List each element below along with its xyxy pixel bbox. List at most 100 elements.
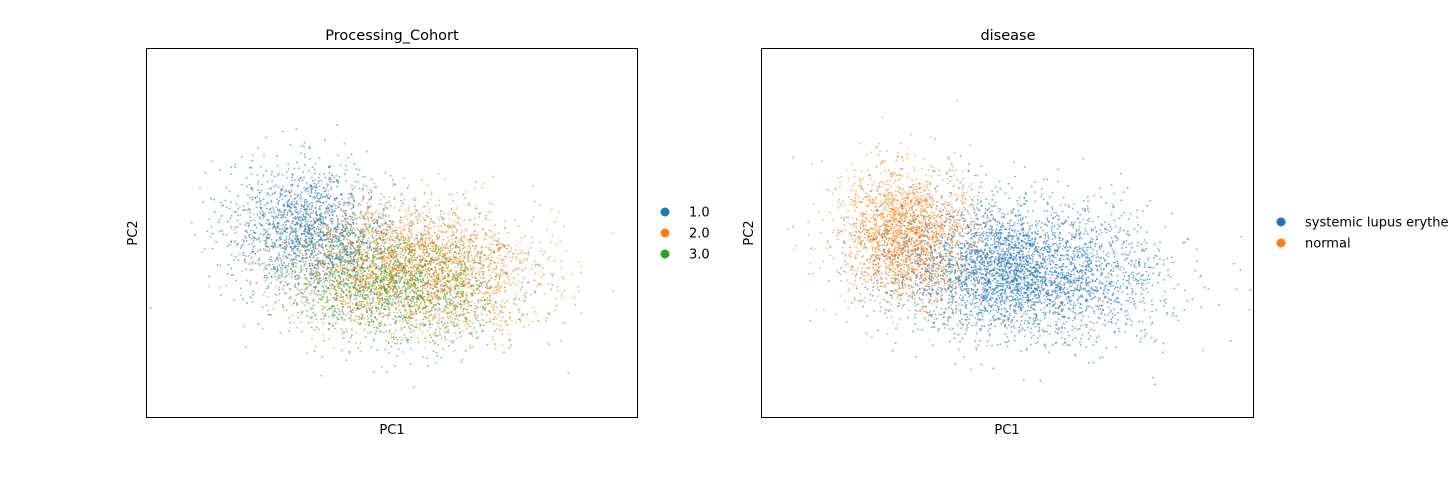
- point: [332, 280, 335, 282]
- point: [369, 277, 372, 280]
- point: [357, 204, 359, 207]
- point: [352, 278, 355, 281]
- point: [533, 279, 536, 282]
- point: [475, 315, 478, 318]
- point: [304, 244, 306, 247]
- point: [554, 308, 557, 311]
- point: [359, 203, 362, 206]
- point: [366, 210, 368, 213]
- point: [359, 270, 362, 273]
- point: [285, 265, 287, 267]
- point: [448, 249, 450, 252]
- point: [454, 285, 457, 288]
- point: [335, 179, 338, 182]
- point: [227, 263, 230, 266]
- point: [370, 178, 373, 181]
- point: [319, 230, 322, 233]
- point: [380, 307, 383, 310]
- point: [440, 215, 443, 218]
- point: [403, 271, 405, 274]
- point: [379, 311, 382, 314]
- point: [294, 206, 296, 209]
- point: [472, 265, 475, 268]
- point: [237, 259, 240, 262]
- point: [285, 241, 287, 244]
- point: [344, 261, 347, 264]
- point: [262, 198, 265, 201]
- point: [302, 205, 305, 208]
- point: [504, 290, 507, 293]
- point: [424, 239, 427, 242]
- point: [344, 230, 347, 233]
- point: [322, 289, 325, 292]
- point: [453, 325, 455, 328]
- point: [335, 231, 337, 234]
- point: [361, 263, 363, 266]
- point: [318, 282, 321, 285]
- point: [350, 153, 353, 156]
- point: [414, 304, 417, 306]
- point: [300, 313, 302, 316]
- point: [401, 248, 404, 250]
- point: [390, 244, 393, 247]
- point: [384, 298, 387, 301]
- point: [460, 260, 463, 262]
- point: [331, 238, 333, 240]
- point: [458, 273, 460, 276]
- point: [483, 271, 485, 273]
- point: [354, 180, 357, 183]
- point: [350, 208, 352, 211]
- point: [309, 232, 312, 234]
- point: [243, 259, 246, 262]
- point: [464, 264, 466, 267]
- point: [444, 336, 446, 338]
- point: [280, 216, 283, 219]
- point: [305, 299, 308, 301]
- point: [291, 220, 294, 223]
- point: [293, 321, 296, 324]
- point: [237, 208, 240, 211]
- point: [468, 240, 470, 242]
- point: [252, 290, 255, 293]
- point: [498, 290, 500, 293]
- point: [366, 273, 369, 275]
- point: [309, 316, 311, 318]
- point: [302, 254, 304, 257]
- point: [443, 290, 445, 292]
- point: [431, 297, 434, 300]
- point: [433, 244, 435, 247]
- point: [292, 227, 295, 230]
- point: [459, 285, 461, 288]
- point: [248, 166, 251, 169]
- point: [305, 267, 308, 270]
- point: [438, 322, 440, 325]
- point: [429, 287, 431, 289]
- point: [364, 323, 367, 326]
- point: [494, 262, 496, 264]
- point: [353, 298, 356, 300]
- point: [356, 321, 358, 323]
- point: [335, 214, 338, 217]
- point: [291, 242, 294, 245]
- point: [507, 324, 510, 326]
- point: [355, 315, 357, 317]
- point: [373, 182, 376, 185]
- point: [307, 186, 310, 189]
- point: [430, 220, 433, 223]
- point: [261, 327, 264, 330]
- point: [311, 166, 314, 169]
- point: [394, 291, 396, 294]
- point: [465, 294, 468, 296]
- point: [234, 166, 237, 169]
- point: [291, 183, 294, 186]
- point: [344, 303, 347, 306]
- point: [509, 284, 512, 286]
- point: [341, 310, 344, 313]
- point: [282, 224, 284, 227]
- point: [280, 276, 283, 278]
- point: [494, 343, 496, 345]
- point: [362, 197, 365, 200]
- point: [280, 271, 282, 273]
- point: [384, 241, 387, 244]
- point: [351, 184, 353, 187]
